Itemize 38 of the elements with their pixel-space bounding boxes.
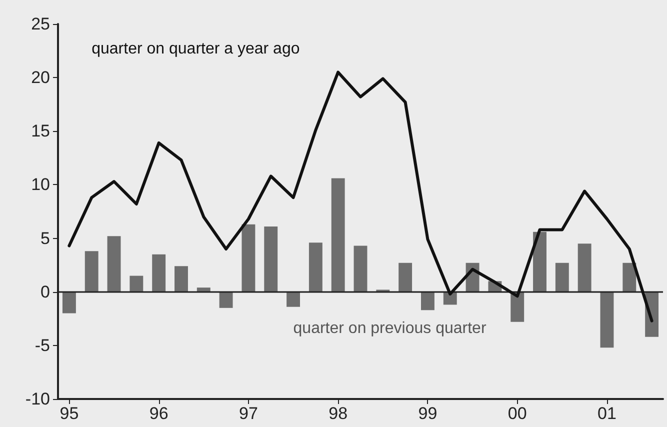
x-tick-label: 97 (239, 404, 258, 423)
bar (62, 292, 76, 314)
bar (242, 224, 256, 292)
y-tick-label: 25 (31, 14, 50, 34)
x-tick-label: 99 (418, 404, 438, 423)
bar (219, 292, 233, 308)
y-tick-label: 0 (40, 282, 50, 302)
x-tick-label: 95 (60, 404, 79, 423)
bar (533, 232, 546, 292)
x-tick-label: 98 (328, 404, 348, 423)
bar (152, 254, 166, 292)
bar (286, 292, 300, 307)
bar (174, 266, 188, 292)
y-tick-label: 10 (31, 175, 50, 194)
y-tick-label: -5 (34, 336, 50, 355)
bar (555, 262, 569, 292)
bar (130, 276, 144, 292)
y-tick-label: -10 (25, 390, 50, 408)
y-tick-label: 15 (31, 122, 50, 141)
bar (578, 244, 592, 292)
bar (354, 246, 368, 292)
x-tick-label: 00 (508, 404, 527, 423)
x-tick-label: 01 (598, 404, 616, 423)
bar (622, 262, 636, 292)
text: quarter on quarter a year ago (92, 40, 300, 58)
bar (84, 251, 98, 292)
line-series (68, 70, 654, 322)
x-tick-label: 96 (149, 404, 168, 423)
y-tick-label: 5 (40, 228, 50, 248)
bar (398, 262, 412, 292)
bar (264, 226, 278, 292)
bar (331, 178, 345, 292)
bar (421, 292, 434, 310)
bar (600, 292, 614, 348)
y-tick-label: 20 (31, 68, 50, 88)
bar (308, 242, 322, 292)
series-label: quarter on previous quarter (293, 320, 487, 337)
bar (107, 236, 121, 292)
